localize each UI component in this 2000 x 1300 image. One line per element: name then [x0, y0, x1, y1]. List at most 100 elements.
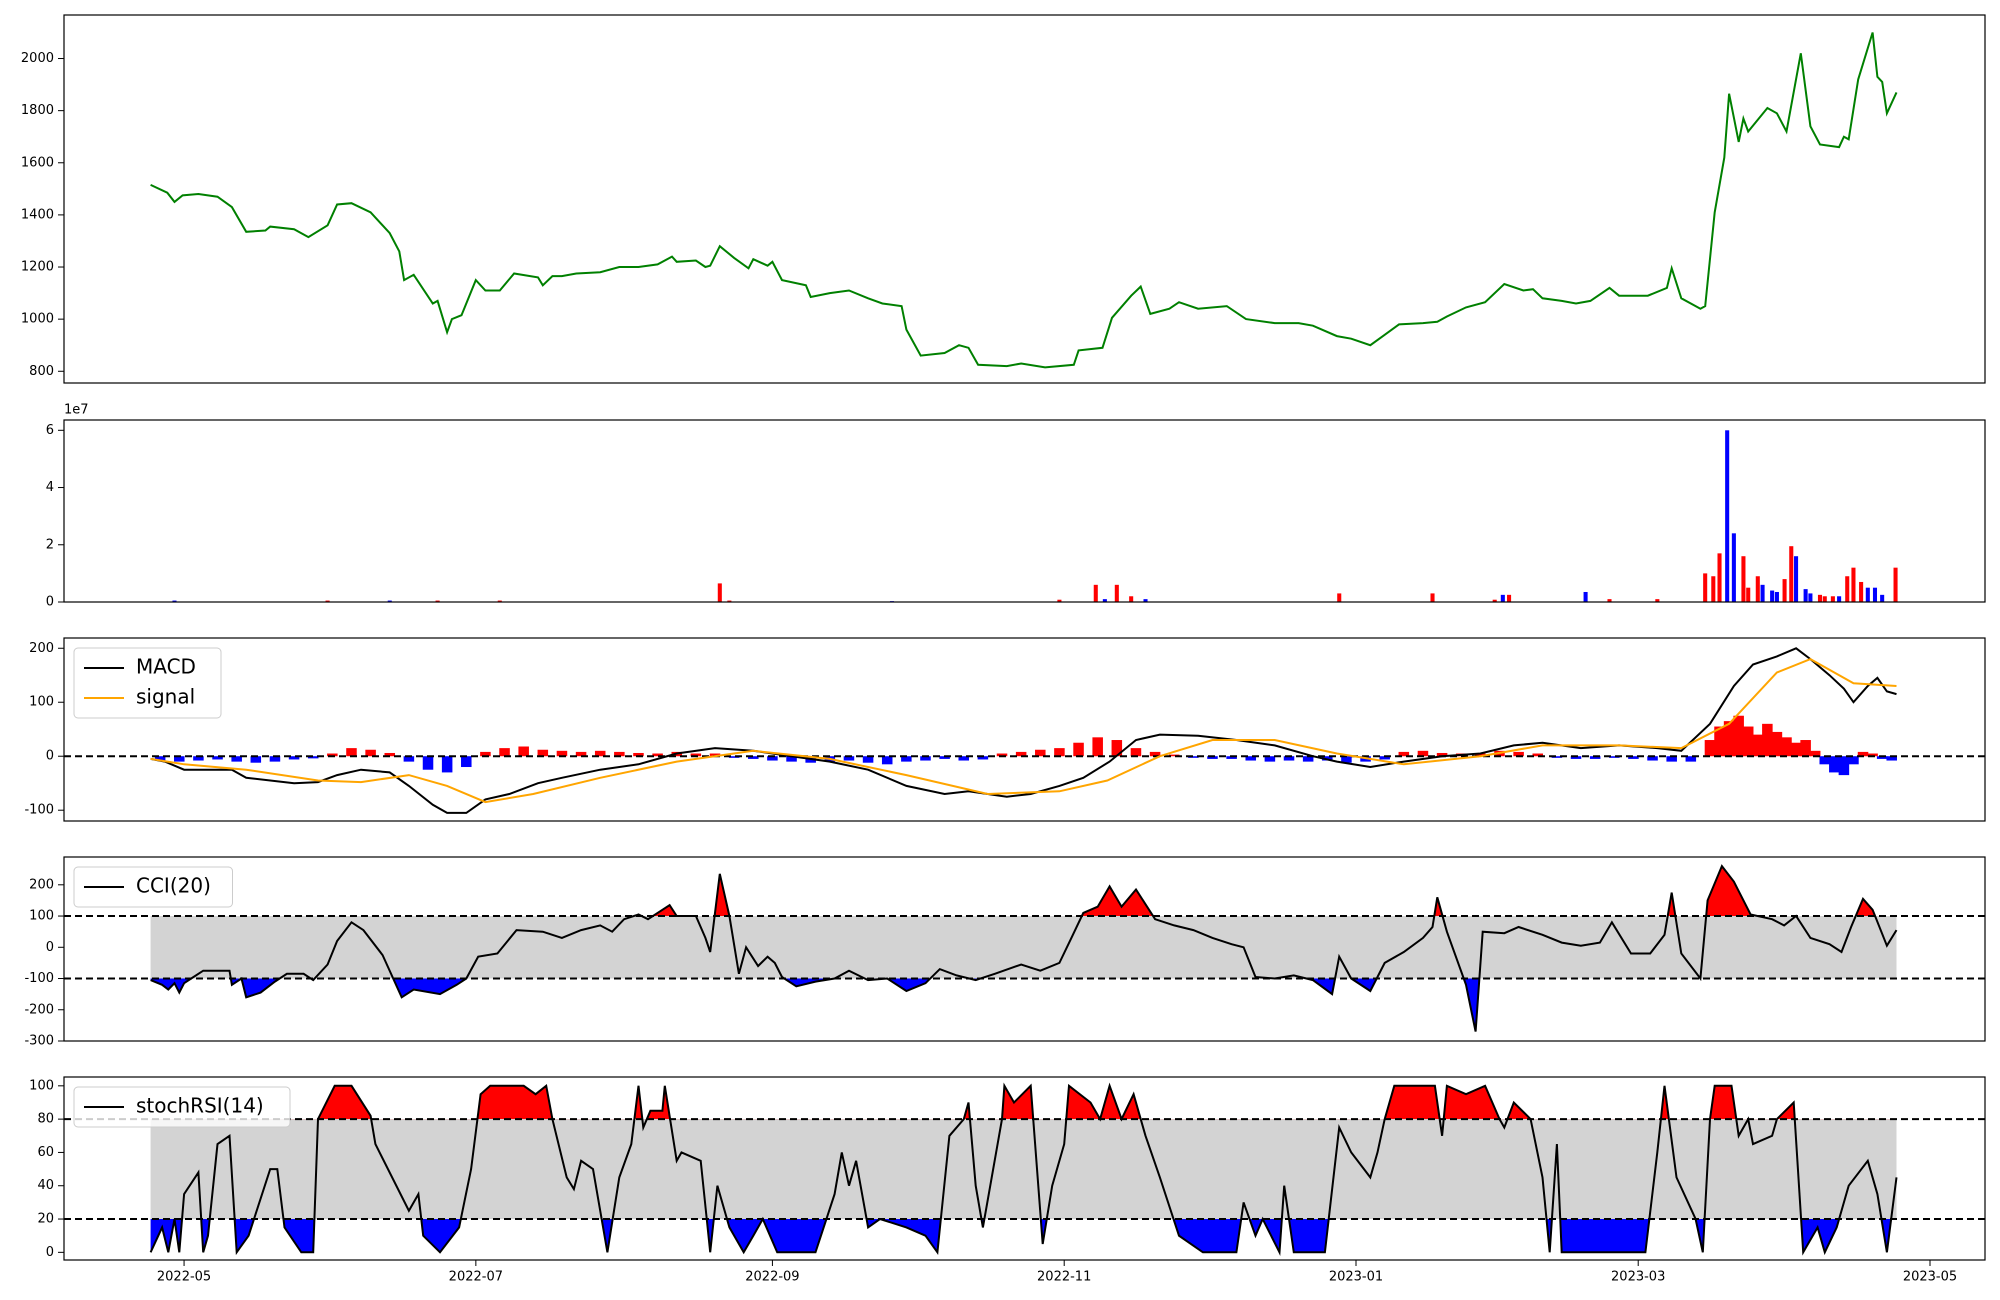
- panel: 800 1000 1200 1400 1600 1800 2000: [21, 14, 1986, 384]
- y-tick-label: -300: [24, 1034, 54, 1049]
- bar: [1143, 599, 1148, 602]
- histogram-bar: [1819, 756, 1831, 765]
- bar: [1808, 593, 1813, 602]
- histogram-bar: [518, 746, 529, 757]
- bar: [1845, 576, 1850, 602]
- histogram-bar: [441, 756, 453, 773]
- histogram-bar: [1532, 753, 1544, 757]
- legend-box: [73, 866, 233, 908]
- line: [150, 864, 1898, 1032]
- histogram-bar: [1436, 752, 1448, 757]
- histogram-bar: [288, 756, 300, 760]
- histogram-bar: [461, 756, 472, 768]
- bar: [1755, 576, 1760, 602]
- histogram-bar: [767, 756, 778, 761]
- histogram-bar: [1264, 756, 1276, 762]
- bar: [1794, 556, 1799, 602]
- y-tick-label: 20: [37, 1212, 54, 1227]
- bar: [435, 600, 440, 602]
- histogram-bar: [193, 756, 204, 761]
- histogram-bar: [1809, 750, 1821, 757]
- bar: [325, 600, 330, 602]
- histogram-bar: [403, 756, 415, 762]
- histogram-bar: [1073, 742, 1084, 757]
- x-tick-label: 2022-05: [157, 1270, 211, 1285]
- bar: [1711, 576, 1716, 602]
- y-offset-label: 1e7: [64, 403, 89, 418]
- histogram-bar: [1475, 753, 1486, 757]
- y-tick-label: 0: [46, 595, 54, 610]
- histogram-bar: [174, 756, 185, 762]
- panel: 0 2 4 6 1e7: [46, 403, 1986, 610]
- y-tick-label: 1600: [21, 155, 54, 170]
- histogram-bar: [1226, 756, 1237, 759]
- histogram-bar: [212, 756, 223, 760]
- plot-frame: [63, 419, 1986, 603]
- histogram-bar: [1551, 756, 1563, 758]
- x-tick-label: 2023-01: [1329, 1270, 1383, 1285]
- bar: [1782, 579, 1787, 602]
- bar: [1837, 596, 1842, 602]
- y-tick-label: 1800: [21, 103, 54, 118]
- histogram-bar: [1685, 756, 1697, 762]
- histogram-bar: [1752, 734, 1764, 757]
- histogram-bar: [1876, 756, 1888, 759]
- x-tick-label: 2023-05: [1903, 1270, 1957, 1285]
- y-tick-label: 1200: [21, 260, 54, 275]
- histogram-bar: [786, 756, 797, 762]
- legend-box: [73, 1086, 291, 1128]
- histogram-bar: [1188, 756, 1199, 758]
- histogram-bar: [690, 753, 702, 757]
- histogram-bar: [327, 753, 338, 757]
- y-tick-label: 80: [37, 1112, 54, 1127]
- x-tick-label: 2023-03: [1611, 1270, 1665, 1285]
- bar: [1114, 584, 1119, 602]
- line: [150, 647, 1897, 814]
- histogram-bar: [939, 756, 950, 759]
- histogram-bar: [633, 752, 644, 757]
- legend-box: [73, 647, 222, 719]
- histogram-bar: [728, 756, 740, 758]
- y-tick-label: 0: [46, 749, 54, 764]
- legend-label: signal: [136, 685, 195, 709]
- y-tick-label: -100: [24, 803, 54, 818]
- histogram-bar: [1609, 756, 1620, 758]
- bar: [1741, 556, 1746, 602]
- histogram-bar: [1762, 723, 1773, 757]
- plot-frame: [63, 14, 1986, 384]
- bar: [1865, 587, 1870, 602]
- histogram-bar: [1628, 756, 1639, 759]
- x-tick-label: 2022-07: [449, 1270, 503, 1285]
- bar: [497, 600, 502, 602]
- bar: [1725, 430, 1730, 602]
- bar: [1607, 599, 1612, 602]
- histogram-bar: [996, 753, 1008, 757]
- histogram-bar: [1714, 726, 1725, 757]
- histogram-bar: [1647, 756, 1658, 761]
- y-tick-label: 60: [37, 1145, 54, 1160]
- y-tick-label: 2000: [21, 51, 54, 66]
- histogram-bar: [1417, 750, 1429, 757]
- y-tick-label: 0: [46, 1245, 54, 1260]
- plot-frame: [63, 637, 1986, 822]
- histogram-bar: [1092, 737, 1103, 757]
- bar: [1102, 599, 1107, 602]
- bar: [1703, 573, 1708, 602]
- y-tick-label: 200: [29, 641, 54, 656]
- bar: [387, 600, 392, 602]
- y-tick-label: 40: [37, 1178, 54, 1193]
- histogram-bar: [556, 750, 568, 757]
- bar: [1817, 594, 1823, 602]
- histogram-bar: [1886, 756, 1897, 761]
- y-tick-label: 100: [29, 695, 54, 710]
- histogram-bar: [231, 756, 242, 762]
- histogram-bar: [1800, 740, 1811, 757]
- bar: [727, 600, 732, 602]
- histogram-bar: [1829, 756, 1840, 773]
- histogram-bar: [1398, 751, 1410, 757]
- legend-label: CCI(20): [136, 874, 211, 898]
- bar: [1746, 587, 1751, 602]
- bar: [1893, 567, 1898, 602]
- neutral-band: [150, 1119, 1897, 1220]
- histogram-bar: [1857, 751, 1869, 757]
